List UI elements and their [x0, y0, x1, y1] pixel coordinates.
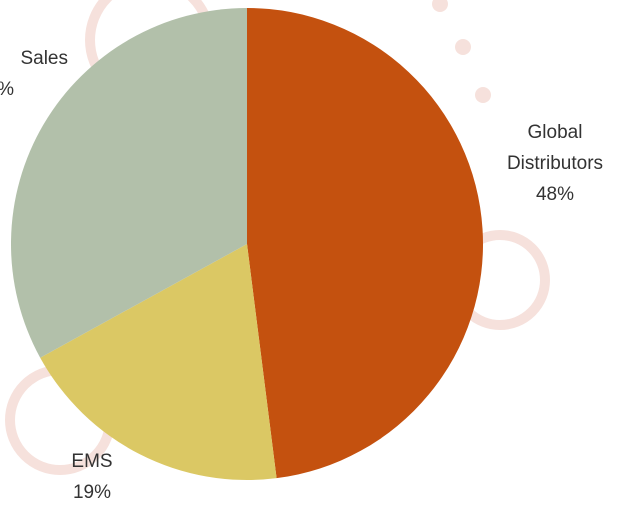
- pie-slice: [247, 8, 483, 479]
- slice-value-label: 19%: [73, 482, 111, 503]
- pie-slice: [11, 8, 248, 358]
- slice-label: Sales: [20, 48, 68, 69]
- slice-label: EMS: [71, 451, 112, 472]
- slice-label: Distributors: [507, 153, 603, 174]
- background-dots: [432, 0, 491, 103]
- pie-slice: [40, 244, 277, 480]
- slice-label: Global: [528, 122, 583, 143]
- slice-value-label: 33%: [0, 79, 14, 100]
- slice-value-label: 48%: [536, 184, 574, 205]
